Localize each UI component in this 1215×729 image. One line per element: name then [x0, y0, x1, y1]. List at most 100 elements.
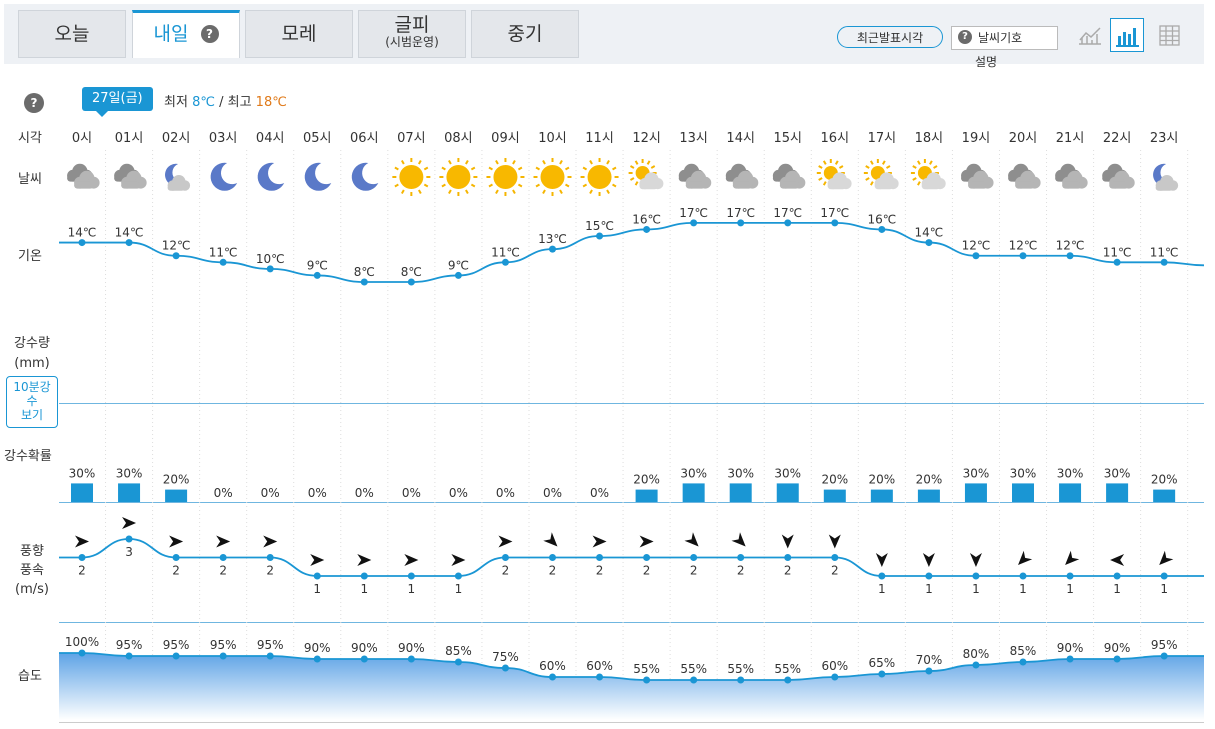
wind-speed-label: 1	[1019, 582, 1027, 596]
sun-ray	[589, 189, 593, 194]
precip-divider	[59, 403, 1204, 404]
sun-ray	[834, 160, 839, 165]
cloud-part	[1062, 181, 1082, 189]
cloudy-icon	[1102, 163, 1135, 189]
minmax-separator: /	[219, 95, 224, 110]
humidity-point	[784, 676, 792, 684]
wind-arrow-icon	[684, 532, 699, 547]
ten-min-rain-button[interactable]: 10분강 수 보기	[6, 376, 58, 428]
hour-label: 03시	[208, 131, 238, 146]
humidity-label: 55%	[680, 662, 707, 676]
help-icon[interactable]: ?	[24, 93, 44, 113]
humidity-label: 95%	[116, 638, 143, 652]
sun-ray	[912, 165, 917, 169]
temp-point	[1113, 258, 1121, 266]
legend-sub: 설명	[975, 55, 998, 69]
help-icon: ?	[958, 30, 972, 44]
humidity-point	[1066, 655, 1074, 663]
hour-label: 01시	[114, 131, 144, 146]
wind-arrow-icon	[169, 535, 184, 548]
humidity-label: 55%	[633, 662, 660, 676]
sun-ray	[400, 189, 405, 194]
wind-arrow-icon	[122, 517, 137, 529]
min-max-temp: 최저 8℃ / 최고 18℃	[164, 91, 287, 110]
wind-speed-label: 2	[266, 564, 274, 578]
hour-label: 20시	[1008, 131, 1038, 146]
sun-disc	[446, 165, 471, 189]
wind-unit-label: (m/s)	[15, 582, 49, 597]
sun-ray	[512, 189, 516, 194]
humidity-label: 75%	[492, 650, 519, 664]
arrow-shape	[875, 553, 888, 567]
humidity-series-line	[59, 652, 1204, 681]
humidity-point	[549, 673, 556, 681]
table-view-button[interactable]	[1152, 18, 1186, 52]
sun-ray	[394, 183, 399, 188]
sun-icon	[439, 158, 478, 196]
sun-ray	[417, 189, 422, 194]
temp-label: 14℃	[915, 226, 944, 240]
wind-arrow-icon	[1018, 550, 1033, 565]
precip-prob-label: 20%	[633, 473, 660, 487]
temp-label: 16℃	[632, 212, 661, 226]
sun-ray	[612, 183, 617, 188]
sun-ray	[423, 183, 429, 188]
temp-point	[172, 252, 180, 260]
help-icon[interactable]: ?	[200, 25, 219, 43]
temp-label: 17℃	[773, 206, 802, 220]
sun-ray	[582, 183, 588, 188]
sun-ray	[495, 160, 499, 165]
temp-label: 12℃	[962, 239, 991, 253]
wind-point	[1066, 572, 1074, 580]
weather-legend-button[interactable]: ? 날씨기호	[951, 26, 1058, 50]
hour-label: 22시	[1102, 131, 1132, 146]
tab-today[interactable]: 오늘	[18, 10, 126, 58]
tab-3days[interactable]: 글피 (시범운영)	[358, 10, 466, 58]
sun-ray	[865, 177, 870, 181]
arrow-shape	[1110, 554, 1125, 566]
wind-speed-label: 2	[643, 564, 651, 578]
wind-arrow-icon	[498, 535, 513, 548]
sun-ray	[838, 165, 844, 169]
temp-point	[1066, 252, 1074, 260]
humidity-label: 85%	[445, 644, 472, 658]
tab-midterm-label: 중기	[507, 23, 543, 45]
sun-disc	[587, 165, 612, 189]
bottom-divider	[59, 722, 1204, 723]
arrow-shape	[828, 534, 841, 549]
sun-ray	[933, 165, 938, 169]
sun-ray	[818, 177, 823, 181]
hour-label: 09시	[491, 131, 520, 146]
tab-day-after[interactable]: 모레	[245, 10, 353, 58]
temp-point	[360, 278, 368, 286]
wind-series-line	[59, 538, 1204, 577]
humidity-point	[831, 673, 839, 681]
tab-tomorrow-label: 내일	[153, 23, 189, 45]
partly-cloudy-night-icon	[1153, 163, 1179, 191]
precip-bar	[964, 483, 987, 502]
humidity-point	[737, 676, 745, 684]
tab-midterm[interactable]: 중기	[471, 10, 579, 58]
humidity-point	[878, 670, 886, 678]
arrow-shape	[357, 554, 372, 566]
wind-point	[125, 535, 133, 543]
temp-point	[925, 239, 933, 247]
precip-bar	[635, 489, 658, 502]
humidity-point	[501, 664, 509, 672]
hour-label: 17시	[867, 131, 897, 146]
sun-ray	[818, 165, 823, 169]
precip-prob-label: 20%	[163, 473, 190, 487]
tab-day-after-label: 모레	[281, 23, 317, 45]
bar-chart-view-button[interactable]	[1110, 18, 1144, 52]
recent-release-button[interactable]: 최근발표시각	[837, 26, 943, 48]
line-chart-view-button[interactable]	[1073, 18, 1107, 52]
tab-tomorrow[interactable]: 내일 ?	[132, 10, 240, 58]
sun-icon	[580, 158, 619, 196]
cloud-part	[1015, 181, 1035, 189]
precip-prob-label: 30%	[774, 466, 801, 480]
sun-ray	[470, 183, 476, 188]
sun-ray	[589, 160, 593, 165]
wind-point	[78, 554, 86, 561]
humidity-label: 90%	[304, 641, 331, 655]
cloudy-icon	[961, 163, 994, 189]
